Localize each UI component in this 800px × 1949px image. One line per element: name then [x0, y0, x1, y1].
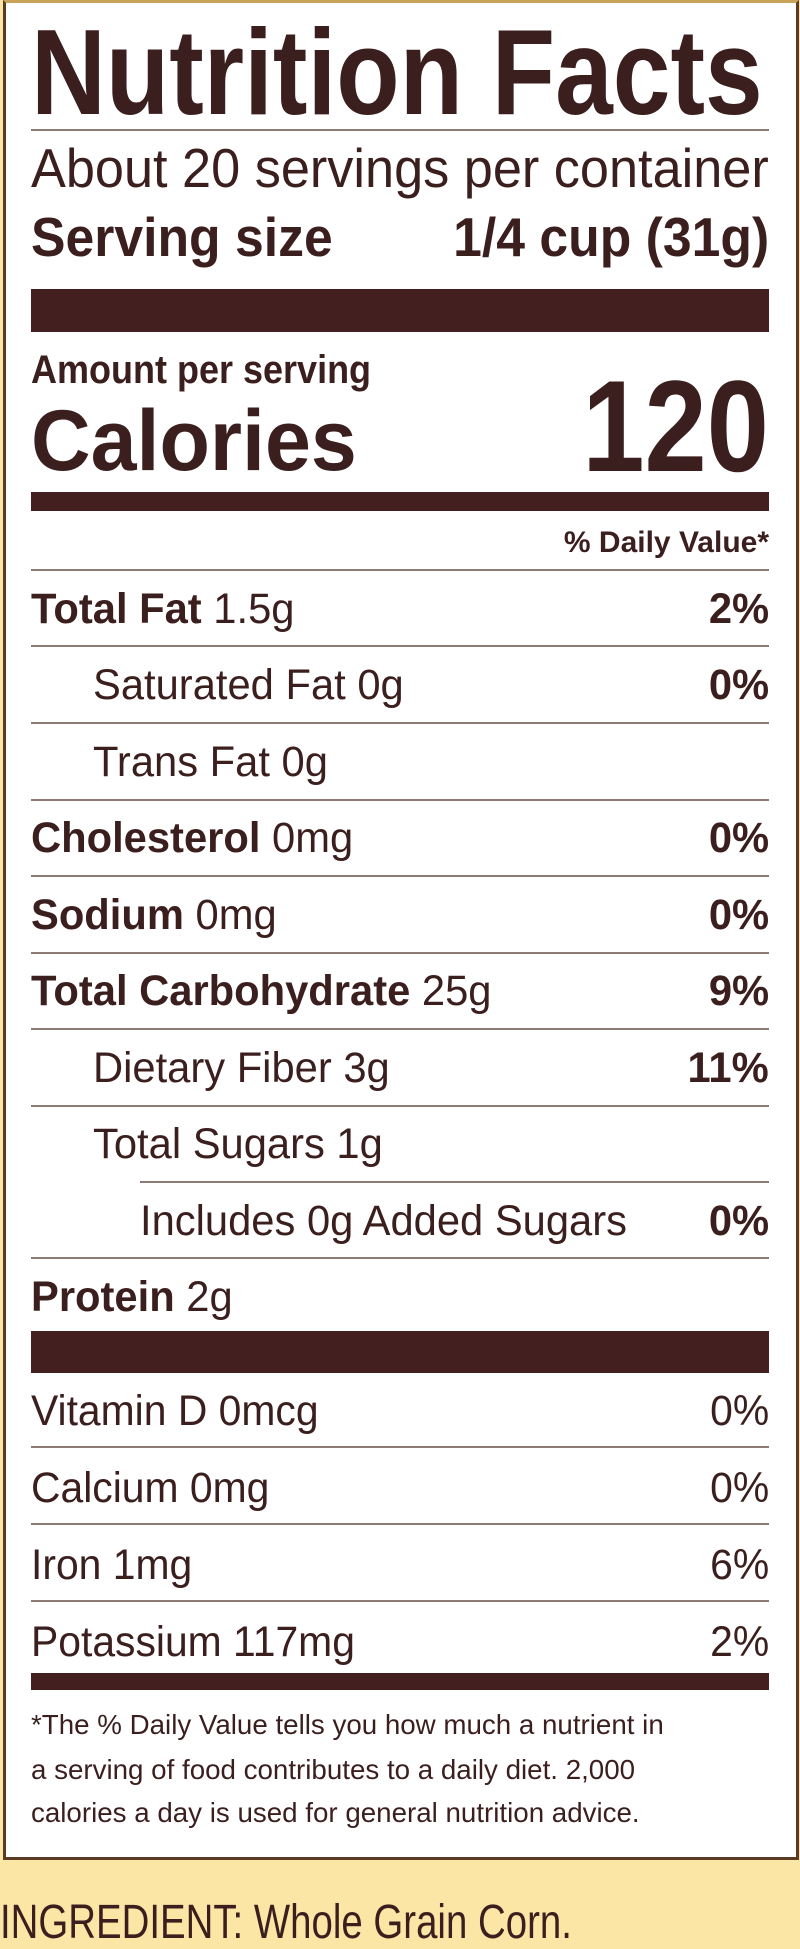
iron: Iron 1mg	[31, 1541, 193, 1589]
divider	[31, 722, 769, 724]
divider	[31, 1600, 769, 1602]
nutrient-added-sugars: Includes 0g Added Sugars	[140, 1197, 627, 1245]
amount-per-serving: Amount per serving	[31, 348, 372, 392]
thick-bar	[31, 1331, 769, 1373]
medium-bar	[31, 1673, 769, 1690]
divider	[31, 645, 769, 647]
nutrient-dv: 0%	[708, 814, 769, 862]
nutrient-name: Sodium	[31, 891, 184, 939]
nutrient-dv: 0%	[708, 1197, 769, 1245]
divider	[31, 1028, 769, 1030]
nutrient-dv: 9%	[708, 967, 769, 1015]
serving-size-value: 1/4 cup (31g)	[452, 206, 769, 268]
nutrient-amount: 0mg	[195, 891, 277, 939]
potassium: Potassium 117mg	[31, 1618, 355, 1666]
footnote-line: a serving of food contributes to a daily…	[31, 1754, 636, 1785]
nutrient-amount: 1.5g	[213, 585, 295, 633]
divider	[31, 1257, 769, 1259]
divider	[31, 799, 769, 801]
nutrient-saturated-fat: Saturated Fat 0g	[93, 661, 404, 709]
divider	[31, 1446, 769, 1448]
serving-size-label: Serving size	[31, 206, 333, 268]
nutrient-amount: 0mg	[272, 814, 354, 862]
divider	[31, 875, 769, 877]
vitamin-dv: 0%	[709, 1387, 769, 1435]
nutrient-name: Total Carbohydrate	[31, 967, 411, 1015]
nutrient-dv: 0%	[708, 661, 769, 709]
nutrient-total-sugars: Total Sugars 1g	[93, 1120, 383, 1168]
vitamin-dv: 0%	[709, 1464, 769, 1512]
nutrient-total-fat: Total Fat 1.5g	[31, 588, 294, 631]
nutrient-cholesterol: Cholesterol 0mg	[31, 817, 353, 860]
divider	[31, 1105, 769, 1107]
divider	[31, 952, 769, 954]
nutrient-dv: 0%	[708, 891, 769, 939]
nutrient-dv: 2%	[708, 585, 769, 633]
thick-bar	[31, 289, 769, 332]
nutrient-dv: 11%	[687, 1044, 769, 1092]
nutrient-name: Cholesterol	[31, 814, 261, 862]
nutrient-name: Total Fat	[31, 585, 202, 633]
nutrient-amount: 2g	[186, 1273, 233, 1321]
nutrient-trans-fat: Trans Fat 0g	[93, 738, 328, 786]
divider	[31, 129, 769, 131]
calories-value: 120	[582, 353, 769, 499]
ingredients: INGREDIENT: Whole Grain Corn.	[0, 1896, 572, 1949]
divider	[140, 1181, 769, 1183]
vitamin-d: Vitamin D 0mcg	[31, 1387, 319, 1435]
nutrient-dietary-fiber: Dietary Fiber 3g	[93, 1044, 390, 1092]
nutrient-sodium: Sodium 0mg	[31, 894, 277, 937]
divider	[31, 1523, 769, 1525]
footnote-line: *The % Daily Value tells you how much a …	[31, 1709, 664, 1740]
nutrient-name: Protein	[31, 1273, 175, 1321]
daily-value-header: % Daily Value*	[563, 526, 769, 559]
nutrient-amount: 25g	[421, 967, 492, 1015]
footnote-line: calories a day is used for general nutri…	[31, 1797, 640, 1828]
vitamin-dv: 6%	[709, 1541, 769, 1589]
calcium: Calcium 0mg	[31, 1464, 270, 1512]
nutrient-total-carbohydrate: Total Carbohydrate 25g	[31, 970, 491, 1013]
divider	[31, 569, 769, 571]
title: Nutrition Facts	[31, 4, 763, 140]
medium-bar	[31, 492, 769, 511]
vitamin-dv: 2%	[709, 1618, 769, 1666]
nutrient-protein: Protein 2g	[31, 1276, 233, 1319]
calories-label: Calories	[31, 393, 357, 489]
servings-per-container: About 20 servings per container	[31, 137, 769, 199]
